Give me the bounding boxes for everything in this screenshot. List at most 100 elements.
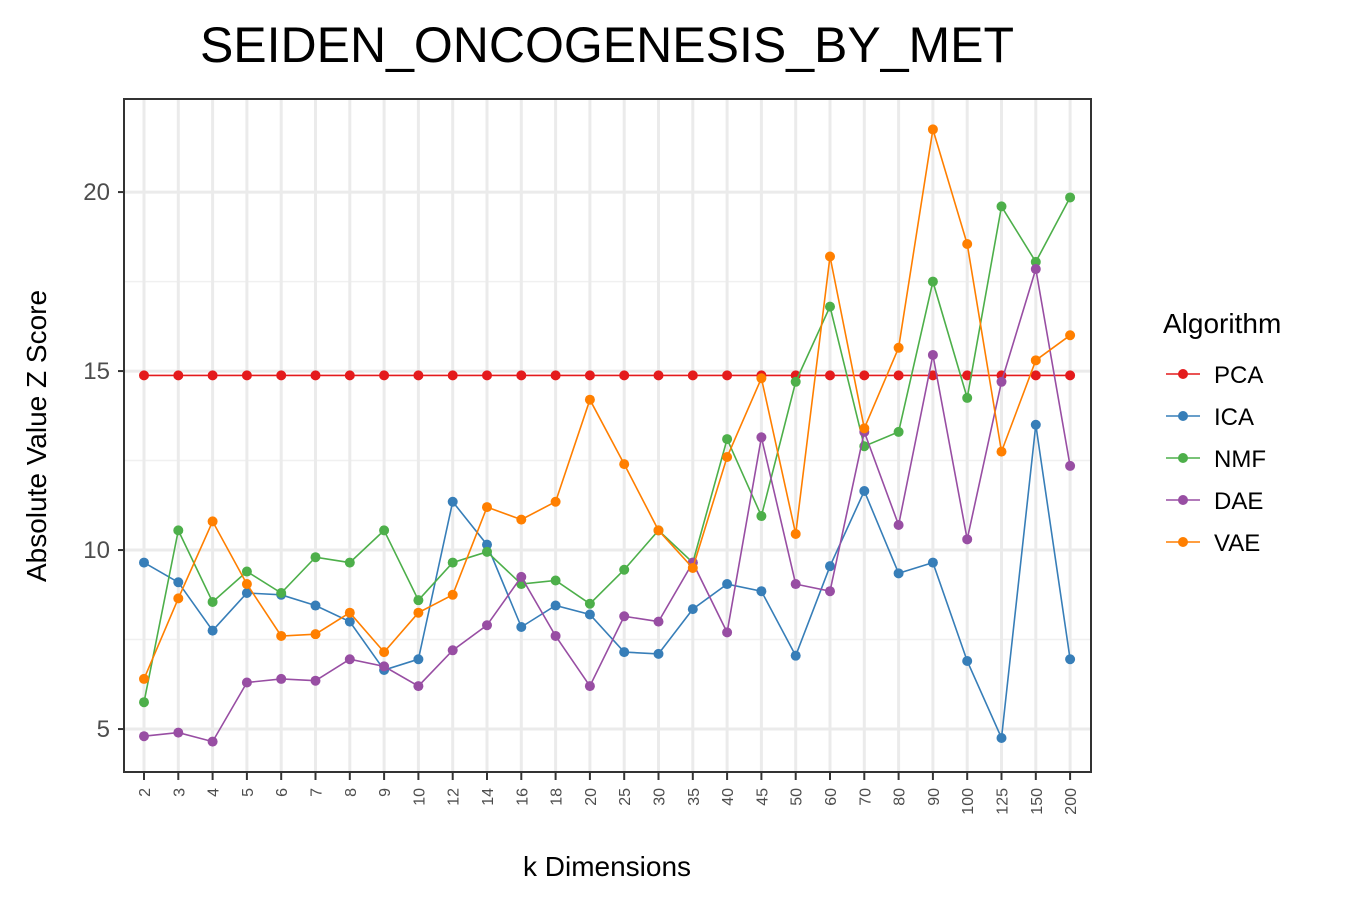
data-point-dae xyxy=(139,731,149,742)
series-layer xyxy=(139,124,1076,747)
data-point-dae xyxy=(379,661,390,672)
data-point-nmf xyxy=(722,434,733,445)
data-point-dae xyxy=(344,654,355,665)
legend-key-point xyxy=(1178,537,1188,547)
x-tick-label: 16 xyxy=(514,788,531,806)
data-point-dae xyxy=(825,586,835,597)
data-point-pca xyxy=(825,370,835,381)
data-point-pca xyxy=(962,370,973,381)
x-tick-label: 6 xyxy=(274,788,291,797)
x-tick-label: 9 xyxy=(377,788,394,797)
data-point-pca xyxy=(722,370,733,381)
data-point-dae xyxy=(276,673,287,684)
data-point-dae xyxy=(893,519,904,530)
data-point-ica xyxy=(584,609,595,620)
data-point-ica xyxy=(996,732,1007,743)
series-line-dae xyxy=(143,268,1071,743)
x-tick-label: 18 xyxy=(549,788,566,806)
data-point-nmf xyxy=(825,301,835,312)
data-point-dae xyxy=(413,681,424,692)
data-point-vae xyxy=(756,373,767,384)
data-point-dae xyxy=(550,630,561,641)
data-point-nmf xyxy=(584,598,595,609)
x-tick-label: 7 xyxy=(309,788,326,797)
data-point-nmf xyxy=(276,588,287,599)
x-tick-label: 100 xyxy=(960,788,977,815)
data-point-dae xyxy=(584,681,595,692)
data-point-pca xyxy=(584,370,595,381)
data-point-vae xyxy=(687,562,698,573)
data-point-ica xyxy=(722,579,733,590)
data-point-pca xyxy=(310,370,321,381)
x-tick-label: 35 xyxy=(686,788,703,806)
data-point-nmf xyxy=(482,546,492,557)
data-point-nmf xyxy=(207,596,218,607)
data-point-pca xyxy=(447,370,458,381)
data-point-pca xyxy=(653,370,664,381)
legend-title: Algorithm xyxy=(1163,308,1281,339)
data-point-nmf xyxy=(241,566,252,577)
data-point-pca xyxy=(139,370,149,381)
legend-label: VAE xyxy=(1214,530,1260,557)
data-point-dae xyxy=(756,432,767,443)
data-point-pca xyxy=(550,370,561,381)
plot-panel-background xyxy=(124,99,1091,772)
data-point-ica xyxy=(241,588,252,599)
x-tick-label: 150 xyxy=(1029,788,1046,815)
x-tick-label: 90 xyxy=(926,788,943,806)
data-point-pca xyxy=(344,370,355,381)
data-point-nmf xyxy=(550,575,561,586)
data-point-pca xyxy=(241,370,252,381)
data-point-dae xyxy=(996,376,1007,387)
data-point-vae xyxy=(653,525,664,536)
x-tick-label: 60 xyxy=(823,788,840,806)
data-point-dae xyxy=(447,645,458,656)
data-point-vae xyxy=(516,514,527,525)
data-point-ica xyxy=(1065,654,1076,665)
data-point-ica xyxy=(550,600,561,611)
x-tick-label: 40 xyxy=(720,788,737,806)
data-point-ica xyxy=(447,496,458,507)
legend-key-point xyxy=(1178,453,1188,463)
x-tick-label: 30 xyxy=(652,788,669,806)
legend-item-nmf: NMF xyxy=(1166,446,1266,473)
data-point-pca xyxy=(687,370,698,381)
x-tick-label: 50 xyxy=(789,788,806,806)
data-point-vae xyxy=(139,673,149,684)
legend-item-vae: VAE xyxy=(1166,530,1260,557)
data-point-nmf xyxy=(756,511,767,522)
data-point-vae xyxy=(550,496,561,507)
y-tick-label: 15 xyxy=(83,358,110,385)
data-point-dae xyxy=(790,579,801,590)
data-point-vae xyxy=(413,607,424,618)
series-pca xyxy=(139,370,1076,381)
x-tick-label: 25 xyxy=(617,788,634,806)
data-point-ica xyxy=(653,648,664,659)
y-axis: 5 10 15 20 xyxy=(83,179,124,743)
legend-label: ICA xyxy=(1214,404,1254,431)
legend-key-point xyxy=(1178,411,1188,421)
data-point-nmf xyxy=(379,525,390,536)
data-point-dae xyxy=(241,677,252,688)
data-point-nmf xyxy=(173,525,184,536)
legend-item-ica: ICA xyxy=(1166,404,1254,431)
y-tick-label: 20 xyxy=(83,179,110,206)
data-point-dae xyxy=(1065,460,1076,471)
data-point-pca xyxy=(276,370,287,381)
data-point-ica xyxy=(619,647,630,658)
series-line-ica xyxy=(143,424,1071,742)
data-point-dae xyxy=(962,534,973,545)
data-point-vae xyxy=(825,251,835,262)
data-point-ica xyxy=(893,568,904,579)
legend-key-point xyxy=(1178,495,1188,505)
data-point-pca xyxy=(859,370,870,381)
data-point-ica xyxy=(344,616,355,627)
plot-panel-border xyxy=(123,98,1092,773)
data-point-vae xyxy=(379,647,390,658)
data-point-dae xyxy=(927,349,938,360)
x-axis: 2 3 4 5 6 7 8 9 10 12 14 16 18 20 25 30 35 40 45 50 60 70 80 90… xyxy=(137,772,1080,815)
data-point-nmf xyxy=(413,595,424,606)
data-point-nmf xyxy=(310,552,321,563)
data-point-ica xyxy=(825,561,835,572)
